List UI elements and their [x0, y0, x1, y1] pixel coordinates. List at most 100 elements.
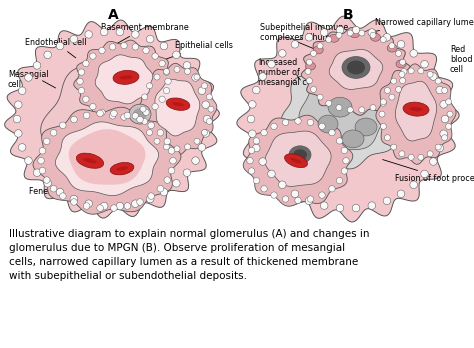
- Circle shape: [146, 35, 154, 43]
- Circle shape: [13, 115, 21, 123]
- Circle shape: [39, 148, 46, 154]
- Circle shape: [395, 86, 401, 92]
- Circle shape: [174, 146, 180, 152]
- Circle shape: [71, 199, 77, 205]
- Circle shape: [268, 170, 275, 178]
- Circle shape: [33, 169, 41, 176]
- Circle shape: [399, 151, 405, 157]
- Polygon shape: [74, 40, 174, 122]
- Circle shape: [44, 138, 50, 145]
- Circle shape: [397, 190, 405, 198]
- Circle shape: [131, 200, 139, 207]
- Circle shape: [307, 196, 314, 202]
- Circle shape: [15, 130, 22, 137]
- Circle shape: [435, 144, 441, 150]
- Circle shape: [446, 99, 452, 105]
- Circle shape: [90, 53, 96, 59]
- Circle shape: [247, 115, 255, 123]
- Circle shape: [442, 135, 447, 141]
- Circle shape: [148, 122, 155, 129]
- Circle shape: [397, 40, 405, 48]
- Circle shape: [391, 144, 397, 150]
- Circle shape: [164, 144, 170, 150]
- Circle shape: [198, 144, 206, 151]
- Circle shape: [320, 29, 328, 36]
- Text: Red
blood
cell: Red blood cell: [161, 100, 210, 130]
- Circle shape: [248, 130, 256, 137]
- Circle shape: [441, 115, 449, 123]
- Circle shape: [283, 196, 289, 202]
- Circle shape: [380, 37, 386, 42]
- Circle shape: [283, 119, 289, 126]
- Circle shape: [56, 42, 64, 50]
- Circle shape: [121, 42, 127, 49]
- Circle shape: [271, 192, 277, 198]
- Circle shape: [247, 158, 253, 164]
- Text: Increased
number of
mesangial cells: Increased number of mesangial cells: [258, 57, 320, 87]
- Circle shape: [337, 177, 343, 184]
- Circle shape: [201, 83, 208, 89]
- Ellipse shape: [293, 149, 307, 160]
- Circle shape: [248, 101, 256, 108]
- Circle shape: [198, 87, 206, 94]
- Circle shape: [400, 59, 406, 65]
- Circle shape: [44, 180, 52, 187]
- Circle shape: [336, 105, 342, 111]
- Circle shape: [15, 101, 22, 109]
- Circle shape: [164, 69, 170, 74]
- Circle shape: [124, 112, 131, 119]
- Text: Foot processes: Foot processes: [88, 162, 148, 179]
- Polygon shape: [329, 49, 383, 89]
- Circle shape: [418, 154, 424, 160]
- Circle shape: [38, 157, 44, 164]
- Circle shape: [259, 73, 266, 80]
- Circle shape: [310, 86, 317, 92]
- Circle shape: [248, 147, 255, 153]
- Circle shape: [192, 157, 200, 164]
- Circle shape: [56, 188, 64, 196]
- Circle shape: [427, 71, 433, 77]
- Circle shape: [341, 168, 347, 174]
- Ellipse shape: [166, 98, 190, 110]
- Circle shape: [192, 74, 200, 81]
- Circle shape: [347, 107, 353, 113]
- Ellipse shape: [329, 34, 339, 42]
- Circle shape: [146, 195, 154, 203]
- Circle shape: [336, 32, 342, 38]
- Circle shape: [148, 193, 155, 199]
- Circle shape: [248, 168, 255, 174]
- Circle shape: [100, 202, 108, 210]
- Text: Subepithelial immune
complexes ("humps"): Subepithelial immune complexes ("humps"): [260, 23, 348, 42]
- Circle shape: [201, 129, 208, 135]
- Ellipse shape: [396, 60, 406, 68]
- Text: Basement membrane: Basement membrane: [101, 23, 189, 43]
- Ellipse shape: [284, 154, 308, 168]
- Text: Fenestrated endothelium: Fenestrated endothelium: [29, 171, 131, 196]
- Circle shape: [173, 180, 180, 187]
- Circle shape: [253, 177, 260, 184]
- Circle shape: [380, 99, 386, 105]
- Circle shape: [110, 205, 117, 211]
- Circle shape: [442, 87, 447, 94]
- Circle shape: [291, 40, 299, 48]
- Circle shape: [164, 87, 170, 94]
- Circle shape: [97, 110, 103, 117]
- Circle shape: [347, 30, 353, 36]
- Circle shape: [164, 69, 170, 75]
- Circle shape: [121, 114, 127, 120]
- Circle shape: [78, 87, 85, 94]
- Text: Illustrative diagram to explain normal glomerulus (A) and changes in
glomerulus : Illustrative diagram to explain normal g…: [9, 229, 370, 280]
- Text: Epithelial cells: Epithelial cells: [151, 41, 233, 64]
- Circle shape: [85, 200, 92, 207]
- Circle shape: [410, 181, 418, 189]
- Polygon shape: [41, 64, 187, 190]
- Circle shape: [295, 118, 301, 124]
- Circle shape: [152, 53, 158, 59]
- Ellipse shape: [116, 167, 128, 171]
- Text: B: B: [343, 8, 353, 22]
- Circle shape: [44, 177, 50, 183]
- Ellipse shape: [410, 107, 422, 111]
- Circle shape: [50, 185, 57, 192]
- Circle shape: [391, 78, 397, 84]
- Circle shape: [279, 50, 286, 57]
